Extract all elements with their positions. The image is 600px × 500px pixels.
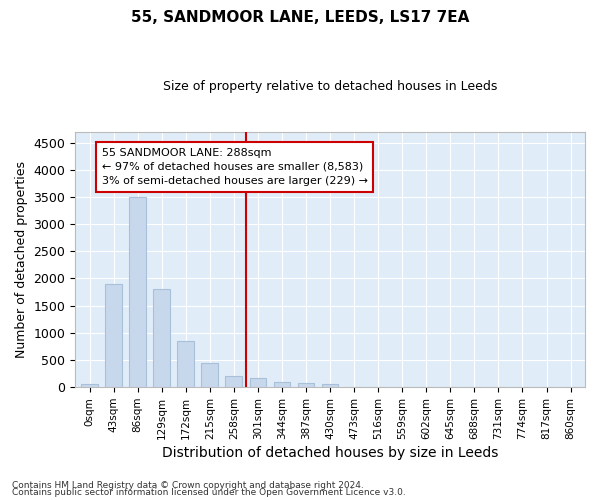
Text: 55 SANDMOOR LANE: 288sqm
← 97% of detached houses are smaller (8,583)
3% of semi: 55 SANDMOOR LANE: 288sqm ← 97% of detach… [101, 148, 368, 186]
Bar [154, 290, 170, 387]
Text: Contains public sector information licensed under the Open Government Licence v3: Contains public sector information licen… [12, 488, 406, 497]
Bar [250, 378, 266, 387]
Bar [105, 284, 122, 387]
Bar [81, 384, 98, 387]
Bar [129, 197, 146, 387]
Bar [226, 376, 242, 387]
Text: Contains HM Land Registry data © Crown copyright and database right 2024.: Contains HM Land Registry data © Crown c… [12, 480, 364, 490]
Text: 55, SANDMOOR LANE, LEEDS, LS17 7EA: 55, SANDMOOR LANE, LEEDS, LS17 7EA [131, 10, 469, 25]
Bar [202, 362, 218, 387]
Y-axis label: Number of detached properties: Number of detached properties [15, 161, 28, 358]
Bar [274, 382, 290, 387]
Title: Size of property relative to detached houses in Leeds: Size of property relative to detached ho… [163, 80, 497, 93]
Bar [178, 341, 194, 387]
Bar [322, 384, 338, 387]
Bar [346, 386, 362, 387]
X-axis label: Distribution of detached houses by size in Leeds: Distribution of detached houses by size … [162, 446, 498, 460]
Bar [298, 384, 314, 387]
